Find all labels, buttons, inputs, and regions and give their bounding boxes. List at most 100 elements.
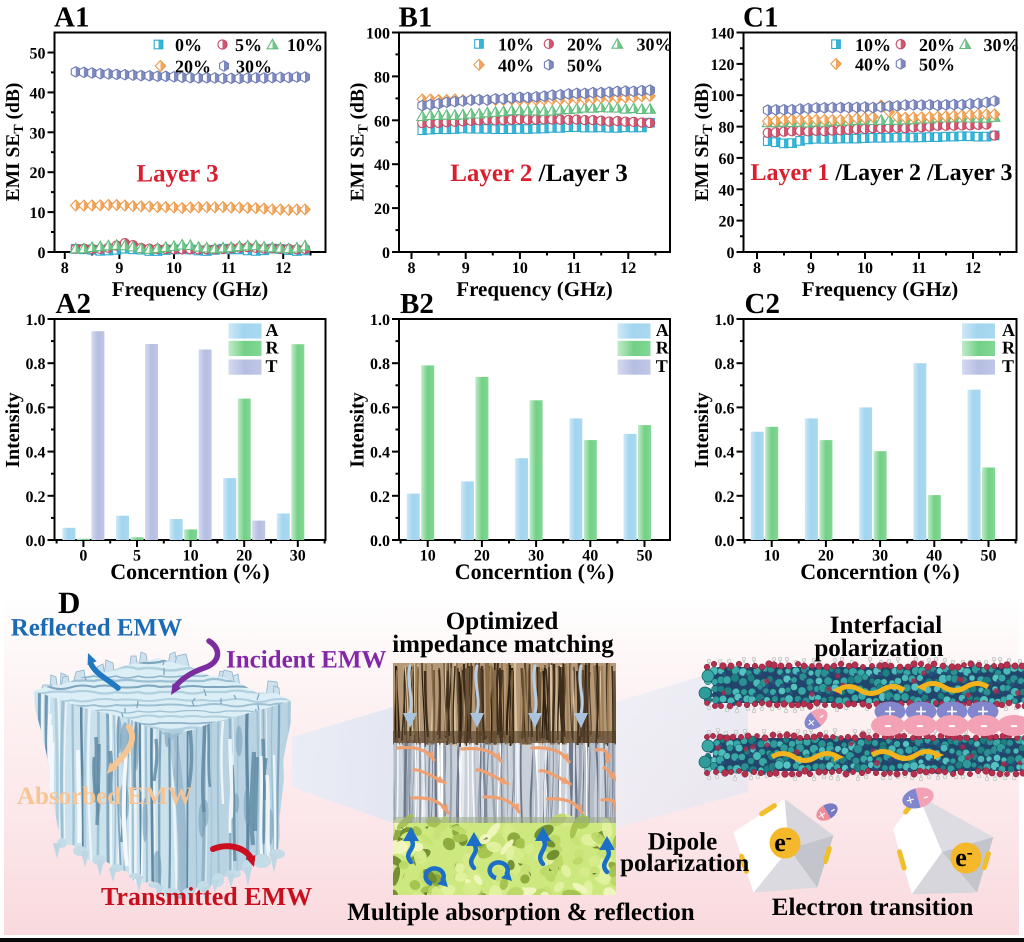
svg-text:12: 12 bbox=[965, 260, 981, 277]
svg-text:60: 60 bbox=[374, 113, 390, 130]
svg-text:0.6: 0.6 bbox=[26, 400, 46, 417]
svg-text:8: 8 bbox=[408, 260, 416, 277]
svg-text:10%: 10% bbox=[287, 35, 323, 55]
svg-text:0: 0 bbox=[382, 245, 390, 262]
svg-text:40: 40 bbox=[719, 182, 735, 199]
svg-text:Absorbed EMW: Absorbed EMW bbox=[17, 783, 193, 810]
svg-text:0.0: 0.0 bbox=[715, 533, 735, 550]
svg-text:A: A bbox=[1002, 320, 1015, 340]
svg-text:30%: 30% bbox=[637, 35, 673, 55]
svg-text:Dipole: Dipole bbox=[648, 829, 717, 856]
svg-text:40%: 40% bbox=[498, 56, 534, 76]
svg-text:100: 100 bbox=[711, 88, 735, 105]
svg-text:8: 8 bbox=[61, 260, 69, 277]
svg-text:10: 10 bbox=[512, 260, 528, 277]
svg-text:10: 10 bbox=[857, 260, 873, 277]
svg-text:EMI SET (dB): EMI SET (dB) bbox=[3, 83, 27, 202]
svg-text:Intensity: Intensity bbox=[691, 392, 713, 468]
svg-text:Frequency (GHz): Frequency (GHz) bbox=[456, 277, 613, 301]
svg-text:10: 10 bbox=[183, 548, 199, 565]
svg-text:9: 9 bbox=[807, 260, 815, 277]
svg-text:10: 10 bbox=[30, 205, 46, 222]
svg-text:+: + bbox=[977, 700, 989, 724]
svg-text:1.0: 1.0 bbox=[370, 312, 390, 329]
svg-text:20%: 20% bbox=[567, 35, 603, 55]
svg-text:20: 20 bbox=[236, 548, 252, 565]
svg-text:10: 10 bbox=[166, 260, 182, 277]
svg-text:120: 120 bbox=[711, 57, 735, 74]
svg-text:impedance matching: impedance matching bbox=[392, 631, 614, 658]
svg-text:1.0: 1.0 bbox=[715, 312, 735, 329]
svg-text:0.4: 0.4 bbox=[370, 445, 390, 462]
svg-text:Intensity: Intensity bbox=[347, 392, 369, 468]
svg-text:Layer 3: Layer 3 bbox=[136, 161, 218, 188]
svg-text:A2: A2 bbox=[56, 288, 91, 320]
svg-text:0.2: 0.2 bbox=[715, 489, 735, 506]
svg-text:A1: A1 bbox=[54, 2, 89, 34]
svg-text:50: 50 bbox=[637, 548, 653, 565]
svg-text:0.2: 0.2 bbox=[26, 489, 46, 506]
svg-text:11: 11 bbox=[221, 260, 236, 277]
svg-text:0: 0 bbox=[727, 245, 735, 262]
svg-text:20%: 20% bbox=[175, 57, 211, 77]
svg-text:Frequency (GHz): Frequency (GHz) bbox=[802, 277, 959, 301]
svg-text:30: 30 bbox=[30, 125, 46, 142]
svg-text:30%: 30% bbox=[236, 57, 272, 77]
svg-text:20: 20 bbox=[474, 548, 490, 565]
svg-text:Concerntion (%): Concerntion (%) bbox=[800, 559, 959, 584]
svg-text:Electron transition: Electron transition bbox=[772, 894, 974, 921]
svg-text:40: 40 bbox=[926, 548, 942, 565]
svg-text:0: 0 bbox=[38, 245, 46, 262]
svg-text:12: 12 bbox=[620, 260, 636, 277]
svg-text:A: A bbox=[656, 320, 669, 340]
svg-text:D: D bbox=[58, 585, 80, 620]
svg-text:40%: 40% bbox=[855, 55, 891, 75]
svg-text:0.8: 0.8 bbox=[26, 356, 46, 373]
svg-text:9: 9 bbox=[462, 260, 470, 277]
svg-text:10%: 10% bbox=[498, 35, 534, 55]
svg-text:T: T bbox=[1002, 356, 1014, 376]
svg-text:C2: C2 bbox=[745, 288, 780, 320]
svg-text:50%: 50% bbox=[919, 55, 955, 75]
svg-text:-: - bbox=[980, 712, 988, 737]
svg-text:40: 40 bbox=[374, 157, 390, 174]
svg-text:100: 100 bbox=[366, 26, 390, 43]
svg-text:11: 11 bbox=[911, 260, 926, 277]
svg-text:Frequency (GHz): Frequency (GHz) bbox=[112, 277, 269, 301]
svg-text:-: - bbox=[948, 712, 956, 737]
svg-text:20: 20 bbox=[719, 214, 735, 231]
svg-text:30: 30 bbox=[290, 548, 306, 565]
svg-text:10: 10 bbox=[764, 548, 780, 565]
svg-text:30: 30 bbox=[872, 548, 888, 565]
svg-text:0.8: 0.8 bbox=[370, 356, 390, 373]
svg-text:50: 50 bbox=[30, 46, 46, 63]
svg-text:1.0: 1.0 bbox=[26, 312, 46, 329]
svg-text:+: + bbox=[884, 700, 896, 724]
svg-text:5%: 5% bbox=[235, 35, 262, 55]
svg-text:8: 8 bbox=[753, 260, 761, 277]
svg-text:B1: B1 bbox=[399, 2, 433, 34]
svg-text:10: 10 bbox=[420, 548, 436, 565]
svg-text:0.0: 0.0 bbox=[26, 533, 46, 550]
svg-text:-: - bbox=[916, 712, 924, 737]
svg-text:Reflected EMW: Reflected EMW bbox=[11, 615, 182, 642]
svg-text:40: 40 bbox=[30, 85, 46, 102]
svg-text:+: + bbox=[904, 792, 916, 810]
svg-text:+: + bbox=[946, 700, 958, 724]
svg-text:T: T bbox=[656, 356, 668, 376]
svg-text:Incident EMW: Incident EMW bbox=[226, 647, 386, 674]
svg-text:0.4: 0.4 bbox=[715, 445, 735, 462]
svg-text:EMI SET (dB): EMI SET (dB) bbox=[348, 83, 372, 202]
svg-text:A: A bbox=[266, 320, 279, 340]
svg-text:Transmitted EMW: Transmitted EMW bbox=[101, 882, 312, 911]
svg-text:-: - bbox=[1010, 712, 1018, 737]
svg-text:-: - bbox=[884, 712, 892, 737]
svg-text:0.4: 0.4 bbox=[26, 445, 46, 462]
svg-text:polarization: polarization bbox=[814, 635, 943, 662]
svg-text:50%: 50% bbox=[567, 56, 603, 76]
svg-text:5: 5 bbox=[133, 548, 141, 565]
svg-text:0.2: 0.2 bbox=[370, 489, 390, 506]
svg-text:R: R bbox=[266, 337, 280, 357]
svg-text:140: 140 bbox=[711, 26, 735, 43]
svg-text:0%: 0% bbox=[175, 35, 202, 55]
